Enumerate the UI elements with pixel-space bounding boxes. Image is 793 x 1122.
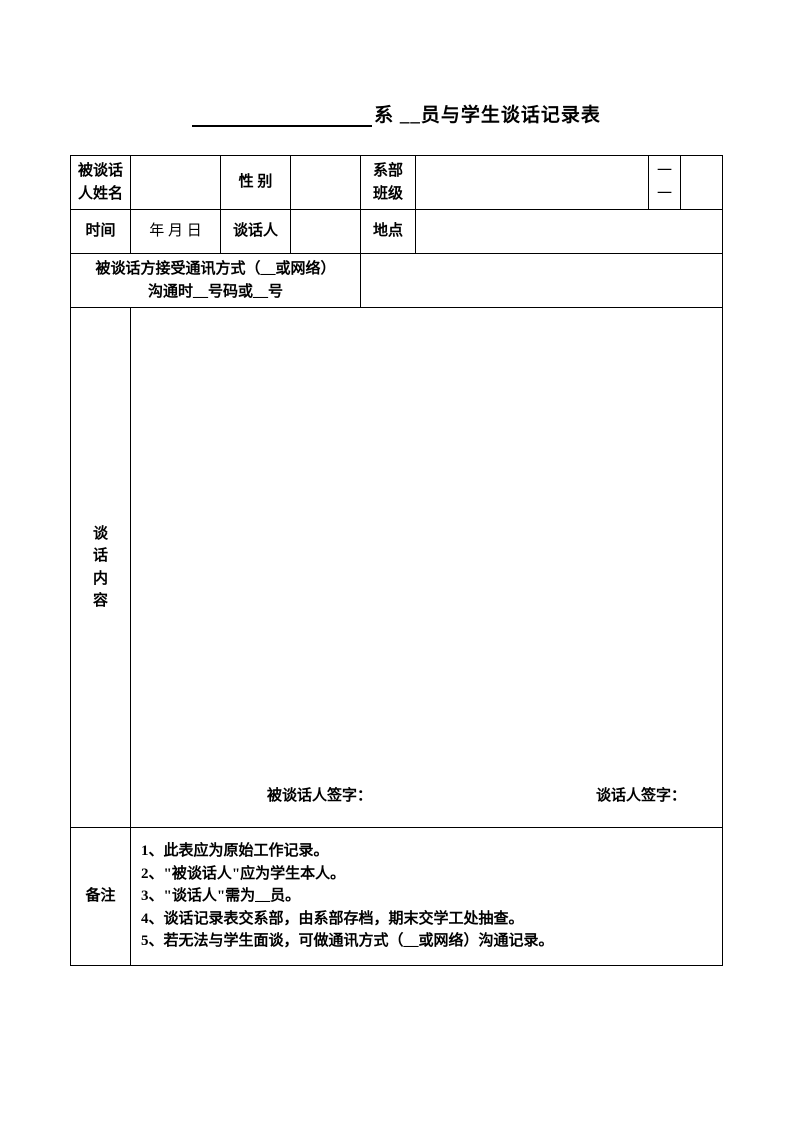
label-interviewer: 谈话人 [221,210,291,254]
label-interviewee-name: 被谈话人姓名 [71,156,131,210]
page-title: 系 __员与学生谈话记录表 [70,100,723,127]
class-col1-line2: 一 [655,183,674,206]
field-content[interactable]: 被谈话人签字： 谈话人签字： [131,308,723,828]
label-interviewer-signature: 谈话人签字： [596,785,686,808]
comm-label-line1: 被谈话方接受通讯方式（__或网络） [77,258,354,281]
field-class-col1[interactable]: 一 一 [649,156,681,210]
title-underline-blank [192,125,372,127]
signature-row: 被谈话人签字： 谈话人签字： [137,785,716,808]
notes-line2: 2、"被谈话人"应为学生本人。 [141,863,712,886]
record-table: 被谈话人姓名 性 别 系部班级 一 一 时间 年 月 日 谈话人 地点 被谈话方… [70,155,723,966]
label-location: 地点 [361,210,416,254]
label-time: 时间 [71,210,131,254]
notes-line3: 3、"谈话人"需为__员。 [141,885,712,908]
field-date[interactable]: 年 月 日 [131,210,221,254]
notes-line4: 4、谈话记录表交系部，由系部存档，期末交学工处抽查。 [141,908,712,931]
field-notes: 1、此表应为原始工作记录。 2、"被谈话人"应为学生本人。 3、"谈话人"需为_… [131,828,723,966]
content-label-char2: 话 [77,545,124,568]
content-label-char4: 容 [77,590,124,613]
class-col1-line1: 一 [655,160,674,183]
label-gender: 性 别 [221,156,291,210]
notes-line5: 5、若无法与学生面谈，可做通讯方式（__或网络）沟通记录。 [141,930,712,953]
notes-line1: 1、此表应为原始工作记录。 [141,840,712,863]
field-gender[interactable] [291,156,361,210]
label-interviewee-signature: 被谈话人签字： [267,785,372,808]
label-notes: 备注 [71,828,131,966]
field-interviewee-name[interactable] [131,156,221,210]
comm-label-line2: 沟通时__号码或__号 [77,281,354,304]
field-communication[interactable] [361,254,723,308]
title-suffix: 系 __员与学生谈话记录表 [374,105,601,126]
label-communication: 被谈话方接受通讯方式（__或网络） 沟通时__号码或__号 [71,254,361,308]
field-interviewer[interactable] [291,210,361,254]
field-dept-class[interactable] [416,156,649,210]
content-label-char1: 谈 [77,523,124,546]
label-dept-class: 系部班级 [361,156,416,210]
field-location[interactable] [416,210,723,254]
field-class-col2[interactable] [681,156,723,210]
label-content: 谈 话 内 容 [71,308,131,828]
content-label-char3: 内 [77,568,124,591]
